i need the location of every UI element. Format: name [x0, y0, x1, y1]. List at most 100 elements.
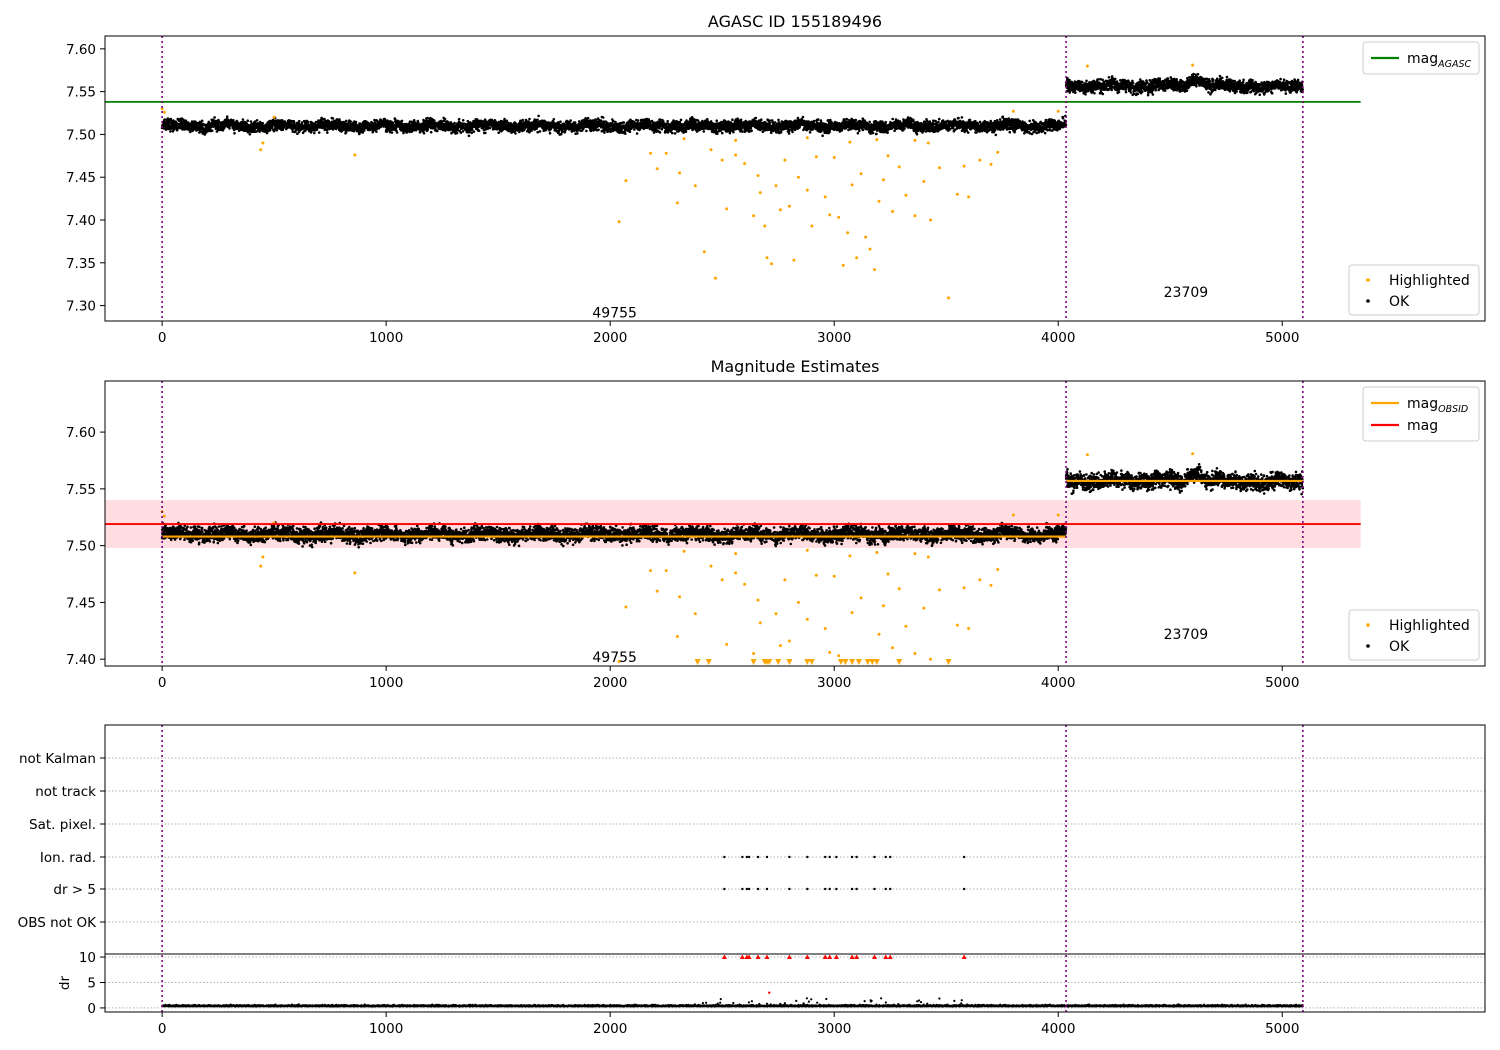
magnitude-x-tick-label: 0 — [158, 675, 167, 691]
dr-y-tick-label: 5 — [87, 975, 96, 991]
flags-axes-frame — [104, 724, 1486, 1013]
agasc-y-tick-label: 7.60 — [66, 42, 96, 58]
agasc-y-tick-label: 7.45 — [66, 170, 96, 186]
magnitude-x-tick-label: 5000 — [1265, 675, 1299, 691]
agasc-data-layer — [105, 63, 1361, 300]
agasc-y-tick-label: 7.55 — [66, 85, 96, 101]
agasc-axes-frame — [104, 35, 1486, 322]
magnitude-plot-area: 49755 23709 7.40 7.45 7.50 7.55 7.60 0 1000 2000 3… — [66, 380, 1486, 691]
agasc-x-tick-label: 2000 — [593, 330, 627, 346]
dr-y-tick-label: 10 — [79, 950, 96, 966]
dr-clipped-markers — [721, 954, 967, 960]
magnitude-clipped-marker — [864, 659, 871, 665]
magnitude-x-tick-label: 2000 — [593, 675, 627, 691]
flags-plot-area: not Kalman not track Sat. pixel. Ion. rad. d… — [18, 724, 1486, 1037]
agasc-legend-point-swatch — [1366, 299, 1370, 303]
magnitude-obsid-label: 23709 — [1164, 627, 1209, 643]
agasc-panel-title: AGASC ID 155189496 — [708, 12, 882, 31]
agasc-x-tick-label: 0 — [158, 330, 167, 346]
magnitude-highlighted-points — [160, 452, 1195, 666]
agasc-ok-points — [160, 114, 1068, 138]
flags-panel: not Kalman not track Sat. pixel. Ion. rad. d… — [18, 724, 1486, 1037]
magnitude-y-tick-label: 7.45 — [66, 595, 96, 611]
magnitude-clipped-marker — [775, 659, 782, 665]
magnitude-estimates-panel: Magnitude Estimates 49755 23709 7.40 7.45 7.… — [66, 357, 1486, 691]
flag-row-label: not track — [35, 784, 96, 800]
flags-x-tick-label: 5000 — [1265, 1021, 1299, 1037]
magnitude-data-layer — [105, 452, 1361, 666]
agasc-y-tick-label: 7.35 — [66, 256, 96, 272]
magnitude-x-tick-label: 3000 — [817, 675, 851, 691]
dr-y-tick-label: 0 — [87, 1001, 96, 1017]
dr-points — [161, 997, 1304, 1008]
magnitude-clipped-marker — [705, 659, 712, 665]
agasc-y-tick-label: 7.40 — [66, 213, 96, 229]
magnitude-clipped-marker — [896, 659, 903, 665]
agasc-legend-point-swatch — [1366, 278, 1370, 282]
magnitude-legend-points-box — [1348, 609, 1480, 661]
flags-x-tick-label: 4000 — [1041, 1021, 1075, 1037]
dr-axis-label: dr — [57, 975, 73, 990]
magnitude-y-tick-label: 7.50 — [66, 539, 96, 555]
magnitude-y-tick-label: 7.55 — [66, 482, 96, 498]
flag-row-label: dr > 5 — [53, 882, 96, 898]
magnitude-x-tick-label: 1000 — [369, 675, 403, 691]
magnitude-clipped-marker — [945, 659, 952, 665]
dr-red-point — [768, 991, 771, 994]
magnitude-clipped-marker — [804, 659, 811, 665]
magnitude-legend-line-label: mag — [1407, 418, 1438, 434]
magnitude-legend-point-swatch — [1366, 644, 1370, 648]
agasc-y-tick-label: 7.30 — [66, 299, 96, 315]
agasc-obsid-label: 23709 — [1164, 285, 1209, 301]
flag-row-label: OBS not OK — [18, 915, 98, 931]
magnitude-clipped-marker — [873, 659, 880, 665]
flags-x-tick-label: 1000 — [369, 1021, 403, 1037]
agasc-legend-points-box — [1348, 264, 1480, 316]
flag-row-label: not Kalman — [19, 751, 96, 767]
agasc-ok-points — [1064, 72, 1305, 97]
agasc-legend-point-label: OK — [1389, 294, 1410, 310]
flag-row-label: Ion. rad. — [40, 850, 96, 866]
agasc-legend-point-label: Highlighted — [1389, 273, 1470, 289]
agasc-x-tick-label: 4000 — [1041, 330, 1075, 346]
agasc-y-tick-label: 7.50 — [66, 127, 96, 143]
magnitude-legend-point-swatch — [1366, 623, 1370, 627]
agasc-legend-points: Highlighted OK — [1348, 264, 1480, 316]
magnitude-clipped-marker — [766, 659, 773, 665]
magnitude-legend-lines: magOBSID mag — [1362, 386, 1480, 442]
magnitude-clipped-marker — [849, 659, 856, 665]
magnitude-clipped-marker — [694, 659, 701, 665]
magnitude-x-tick-label: 4000 — [1041, 675, 1075, 691]
agasc-highlighted-points — [160, 63, 1195, 300]
agasc-legend-lines-box — [1362, 41, 1480, 75]
agasc-legend-lines: magAGASC — [1362, 41, 1480, 75]
agasc-x-tick-label: 5000 — [1265, 330, 1299, 346]
magnitude-axes-frame — [104, 380, 1486, 667]
magnitude-clipped-marker — [808, 659, 815, 665]
magnitude-legend-lines-box — [1362, 386, 1480, 442]
agasc-obsid-label: 49755 — [592, 305, 637, 321]
magnitude-clipped-marker — [837, 659, 844, 665]
magnitude-clipped-marker — [855, 659, 862, 665]
magnitude-ok-points — [1064, 463, 1305, 496]
magnitude-y-tick-label: 7.60 — [66, 425, 96, 441]
magnitude-clipped-marker — [750, 659, 757, 665]
agasc-plot-area: 49755 23709 7.30 7.35 7.40 7.45 7.50 7.55 7.60 0 1… — [66, 35, 1486, 346]
flags-x-tick-label: 0 — [158, 1021, 167, 1037]
magnitude-legend-point-label: OK — [1389, 639, 1410, 655]
agasc-x-tick-label: 3000 — [817, 330, 851, 346]
flags-x-tick-label: 2000 — [593, 1021, 627, 1037]
magnitude-estimates-title: Magnitude Estimates — [711, 357, 880, 376]
magnitude-clipped-marker — [842, 659, 849, 665]
flag-row-label: Sat. pixel. — [29, 817, 96, 833]
agasc-x-tick-label: 1000 — [369, 330, 403, 346]
magnitude-legend-line-label: magOBSID — [1407, 396, 1468, 415]
agasc-legend-line-label: magAGASC — [1407, 51, 1471, 70]
magnitude-obsid-label: 49755 — [592, 650, 637, 666]
flags-x-tick-label: 3000 — [817, 1021, 851, 1037]
magnitude-legend-point-label: Highlighted — [1389, 618, 1470, 634]
magnitude-legend-points: Highlighted OK — [1348, 609, 1480, 661]
magnitude-clipped-marker — [786, 659, 793, 665]
magnitude-clipped-marker — [869, 659, 876, 665]
